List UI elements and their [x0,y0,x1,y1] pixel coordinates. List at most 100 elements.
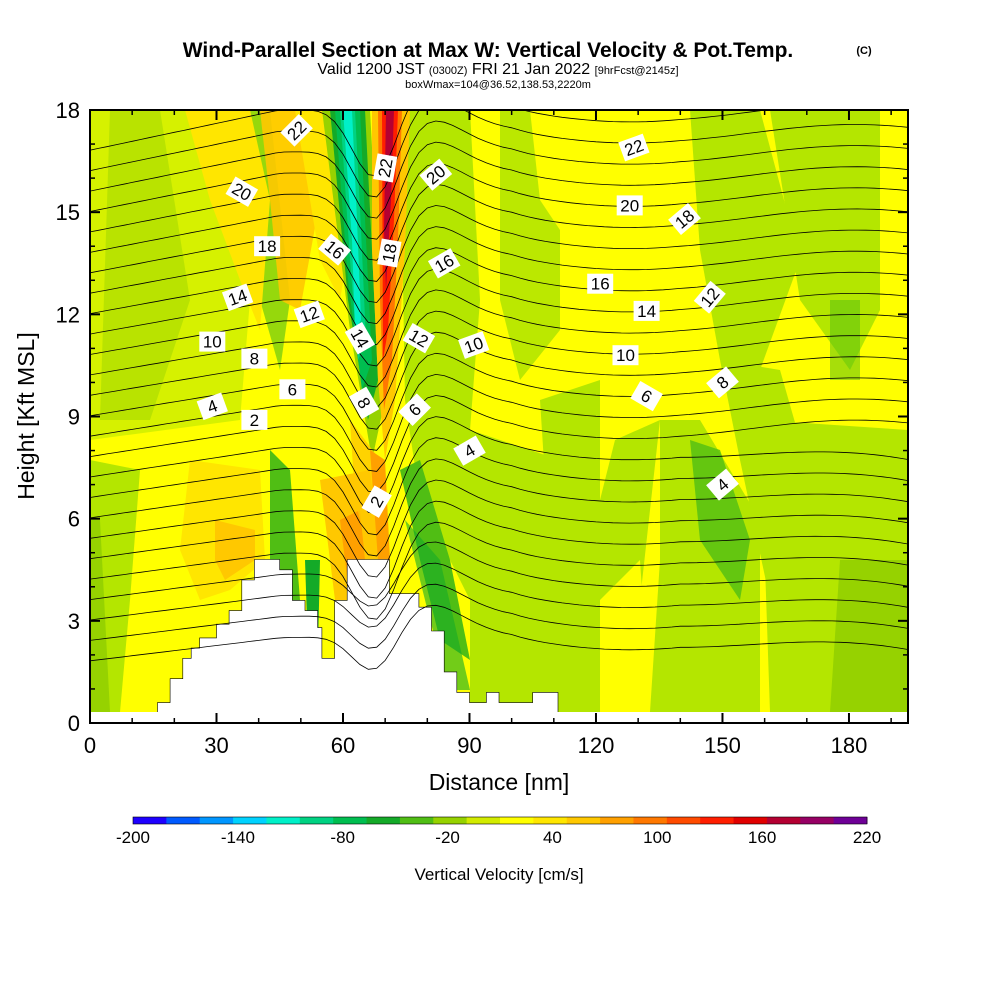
colorbar-swatch [533,817,568,824]
colorbar-swatch [833,817,868,824]
x-axis: 0 30 60 90 120 150 180 [84,110,892,758]
contour-line [90,500,908,599]
x-axis-label: Distance [nm] [429,769,570,795]
contour-label: 12 [293,300,325,329]
contour-label-text: 10 [203,333,222,352]
valid-prefix: Valid 1200 JST [317,61,425,78]
colorbar-swatch [500,817,534,824]
contour-line [90,562,908,628]
velocity-field-bands [90,110,908,712]
chart-title: Wind-Parallel Section at Max W: Vertical… [183,39,794,62]
y-tick-label: 0 [68,711,80,736]
contour-line [90,226,908,325]
x-tick-label: 30 [204,733,228,758]
contour-label-bg [225,176,259,207]
y-tick-label: 15 [56,200,80,225]
contour-label-bg [633,300,660,321]
contour-label-bg [196,392,228,421]
contour-line [90,521,908,620]
contour-line [90,183,908,282]
y-axis-label: Height [Kft MSL] [13,332,39,499]
colorbar-swatch [700,817,735,824]
contour-label: 2 [241,409,268,430]
contour-label-bg [221,283,254,312]
contour-line [90,416,908,515]
x-tick-label: 180 [831,733,868,758]
contour-line [90,479,908,578]
x-tick-label: 60 [331,733,355,758]
contour-label: 6 [398,393,431,426]
contour-label-bg [616,195,643,216]
contour-label-text: 6 [288,380,297,399]
y-tick-label: 12 [56,302,80,327]
contour-line [90,352,908,451]
contour-line [90,205,908,303]
contour-line [90,395,908,493]
contour-label-text: 18 [258,237,277,256]
colorbar-swatch [733,817,768,824]
contour-label-text: 14 [637,302,656,321]
valid-utc: (0300Z) [429,65,468,77]
colorbar-label: 100 [643,828,671,847]
contour-label-text: 8 [250,350,259,369]
colorbar-label: -80 [330,828,355,847]
colorbar-swatch [366,817,401,824]
colorbar-swatch [333,817,368,824]
contour-label-bg [361,485,392,518]
colorbar-label: 220 [853,828,881,847]
colorbar-swatch [666,817,701,824]
contour-label-text: 22 [375,157,397,179]
contour-label: 6 [630,380,663,412]
contour-label: 20 [616,195,643,216]
forecast-tag: [9hrFcst@2145z] [595,65,679,77]
contour-label-bg [706,366,739,399]
contour-line [90,289,908,388]
y-tick-label: 6 [68,507,80,532]
contour-label-bg [279,379,306,400]
box-wmax-line: boxWmax=104@36.52,138.53,2220m [405,79,591,91]
contour-label: 14 [221,283,254,312]
colorbar-frame [132,816,868,825]
contour-label-bg [318,233,351,266]
colorbar-swatch [466,817,501,824]
contour-label: 10 [612,345,639,366]
contour-label-text: 2 [250,411,259,430]
contour-label-bg [587,273,614,294]
contour-line [90,162,908,261]
contour-label: 4 [453,435,486,466]
contour-label-bg [612,345,639,366]
contour-line [90,373,908,472]
valid-date: FRI 21 Jan 2022 [472,61,590,78]
contour-label-text: 20 [620,196,639,215]
contour-line [90,120,908,219]
contour-label-bg [280,114,313,147]
colorbar-swatch [766,817,801,824]
colorbar-swatch [266,817,301,824]
valid-time-line: Valid 1200 JST (0300Z) FRI 21 Jan 2022 [… [317,61,678,78]
x-tick-label: 120 [578,733,615,758]
contour-label-bg [693,280,726,314]
contour-label-bg [377,238,402,268]
contour-label: 8 [706,366,739,399]
contour-label-bg [398,393,431,426]
contour-label: 14 [633,300,660,321]
colorbar-swatch [800,817,835,824]
colorbar-swatch [199,817,234,824]
contour-line [90,310,908,409]
colorbar-swatch [166,817,201,824]
contour-label: 4 [196,392,228,421]
y-tick-label: 9 [68,405,80,430]
x-tick-label: 150 [704,733,741,758]
x-tick-label: 90 [457,733,481,758]
colorbar-swatch [133,817,167,824]
contour-label-bg [373,153,398,183]
contour-line [90,110,908,198]
contour-line [90,268,908,367]
contour-label-bg [241,348,268,369]
colorbar-swatch [600,817,634,824]
pot-temp-contours [90,110,908,670]
contour-label-bg [254,236,281,257]
